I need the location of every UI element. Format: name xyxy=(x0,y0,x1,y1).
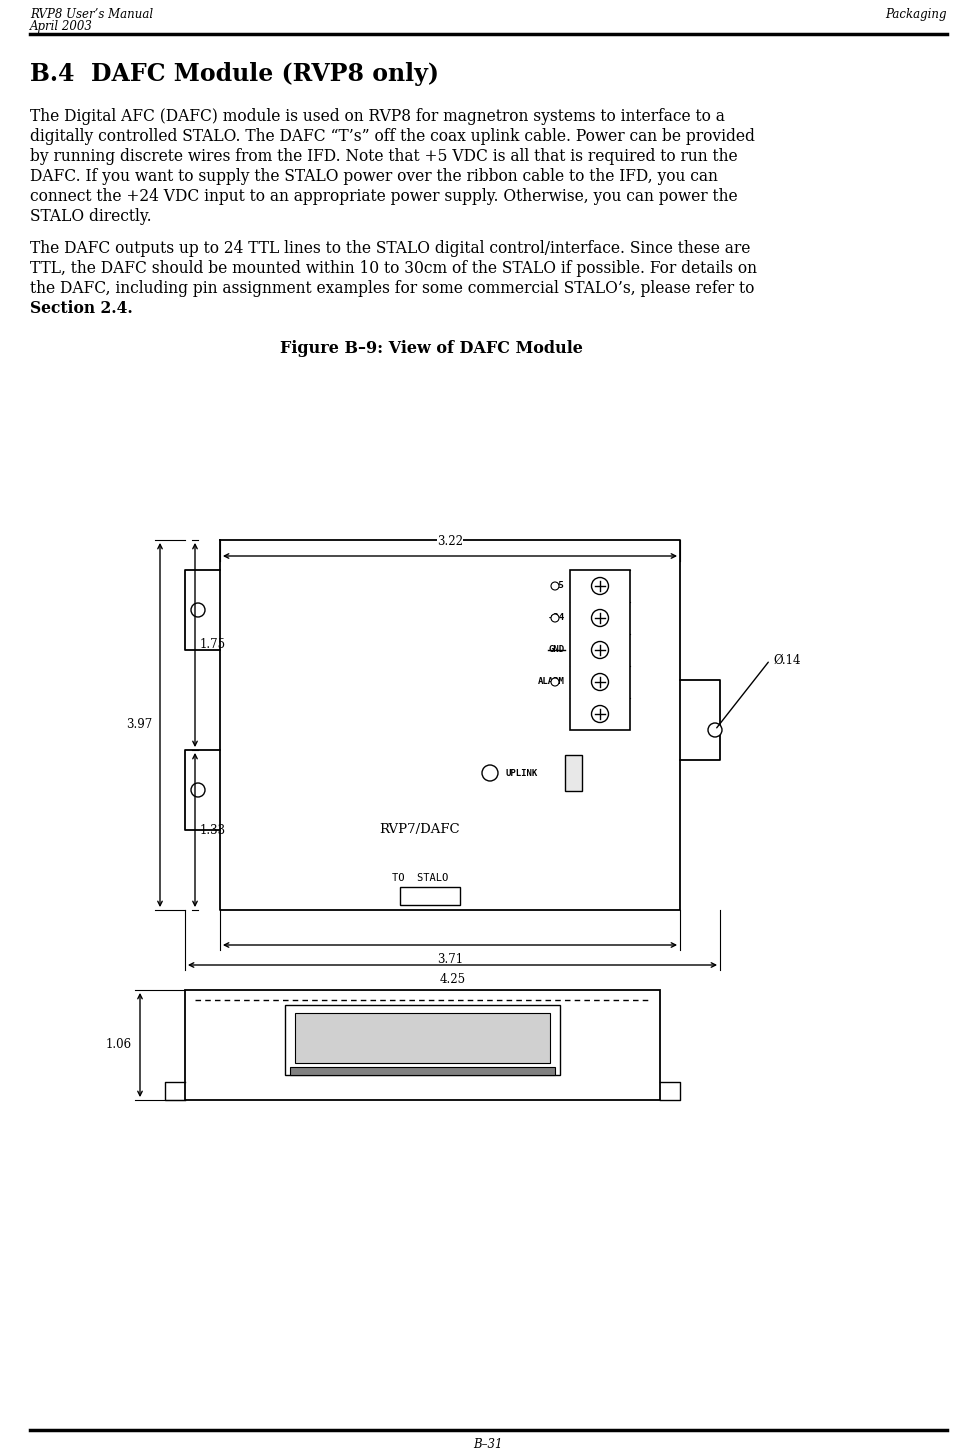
Circle shape xyxy=(191,603,205,617)
Text: TTL, the DAFC should be mounted within 10 to 30cm of the STALO if possible. For : TTL, the DAFC should be mounted within 1… xyxy=(30,261,757,277)
Bar xyxy=(295,1013,550,1063)
Text: STALO directly.: STALO directly. xyxy=(30,208,151,226)
Text: +5: +5 xyxy=(554,581,565,591)
Text: UPLINK: UPLINK xyxy=(506,769,538,778)
Circle shape xyxy=(551,614,559,622)
Text: 3.97: 3.97 xyxy=(126,718,152,731)
Text: 1.75: 1.75 xyxy=(200,639,226,651)
Text: B–31: B–31 xyxy=(473,1439,503,1452)
Bar xyxy=(565,756,582,791)
Text: TO  STALO: TO STALO xyxy=(392,874,448,882)
Bar xyxy=(570,569,630,729)
Bar xyxy=(285,1005,560,1075)
Text: 3.71: 3.71 xyxy=(437,954,463,965)
Bar xyxy=(400,887,460,906)
Text: RVP7/DAFC: RVP7/DAFC xyxy=(380,824,460,837)
Circle shape xyxy=(482,764,498,780)
Text: Packaging: Packaging xyxy=(885,7,947,20)
Text: RVP8 User’s Manual: RVP8 User’s Manual xyxy=(30,7,153,20)
Circle shape xyxy=(551,678,559,686)
Text: 1.33: 1.33 xyxy=(200,824,226,837)
Text: The Digital AFC (DAFC) module is used on RVP8 for magnetron systems to interface: The Digital AFC (DAFC) module is used on… xyxy=(30,108,725,125)
Text: connect the +24 VDC input to an appropriate power supply. Otherwise, you can pow: connect the +24 VDC input to an appropri… xyxy=(30,188,738,205)
Text: The DAFC outputs up to 24 TTL lines to the STALO digital control/interface. Sinc: The DAFC outputs up to 24 TTL lines to t… xyxy=(30,240,750,258)
Text: 4.25: 4.25 xyxy=(440,973,466,986)
Text: +24: +24 xyxy=(549,613,565,623)
Text: Section 2.4.: Section 2.4. xyxy=(30,300,133,317)
Circle shape xyxy=(591,674,609,690)
Text: 3.22: 3.22 xyxy=(437,534,463,547)
Circle shape xyxy=(591,578,609,594)
Circle shape xyxy=(591,642,609,658)
Text: 1.06: 1.06 xyxy=(106,1038,132,1051)
Circle shape xyxy=(708,724,722,737)
Text: by running discrete wires from the IFD. Note that +5 VDC is all that is required: by running discrete wires from the IFD. … xyxy=(30,149,738,165)
Circle shape xyxy=(191,783,205,796)
Text: B.4  DAFC Module (RVP8 only): B.4 DAFC Module (RVP8 only) xyxy=(30,63,439,86)
Text: Figure B–9: View of DAFC Module: Figure B–9: View of DAFC Module xyxy=(280,341,583,357)
Bar xyxy=(290,1067,555,1075)
Circle shape xyxy=(551,582,559,590)
Text: Ø.14: Ø.14 xyxy=(773,654,800,667)
Text: GND: GND xyxy=(549,645,565,655)
Circle shape xyxy=(591,610,609,626)
Text: April 2003: April 2003 xyxy=(30,20,93,33)
Text: ALARM: ALARM xyxy=(538,677,565,686)
Text: the DAFC, including pin assignment examples for some commercial STALO’s, please : the DAFC, including pin assignment examp… xyxy=(30,280,754,297)
Text: DAFC. If you want to supply the STALO power over the ribbon cable to the IFD, yo: DAFC. If you want to supply the STALO po… xyxy=(30,167,718,185)
Circle shape xyxy=(591,706,609,722)
Bar xyxy=(185,990,660,1099)
Text: digitally controlled STALO. The DAFC “T’s” off the coax uplink cable. Power can : digitally controlled STALO. The DAFC “T’… xyxy=(30,128,755,146)
